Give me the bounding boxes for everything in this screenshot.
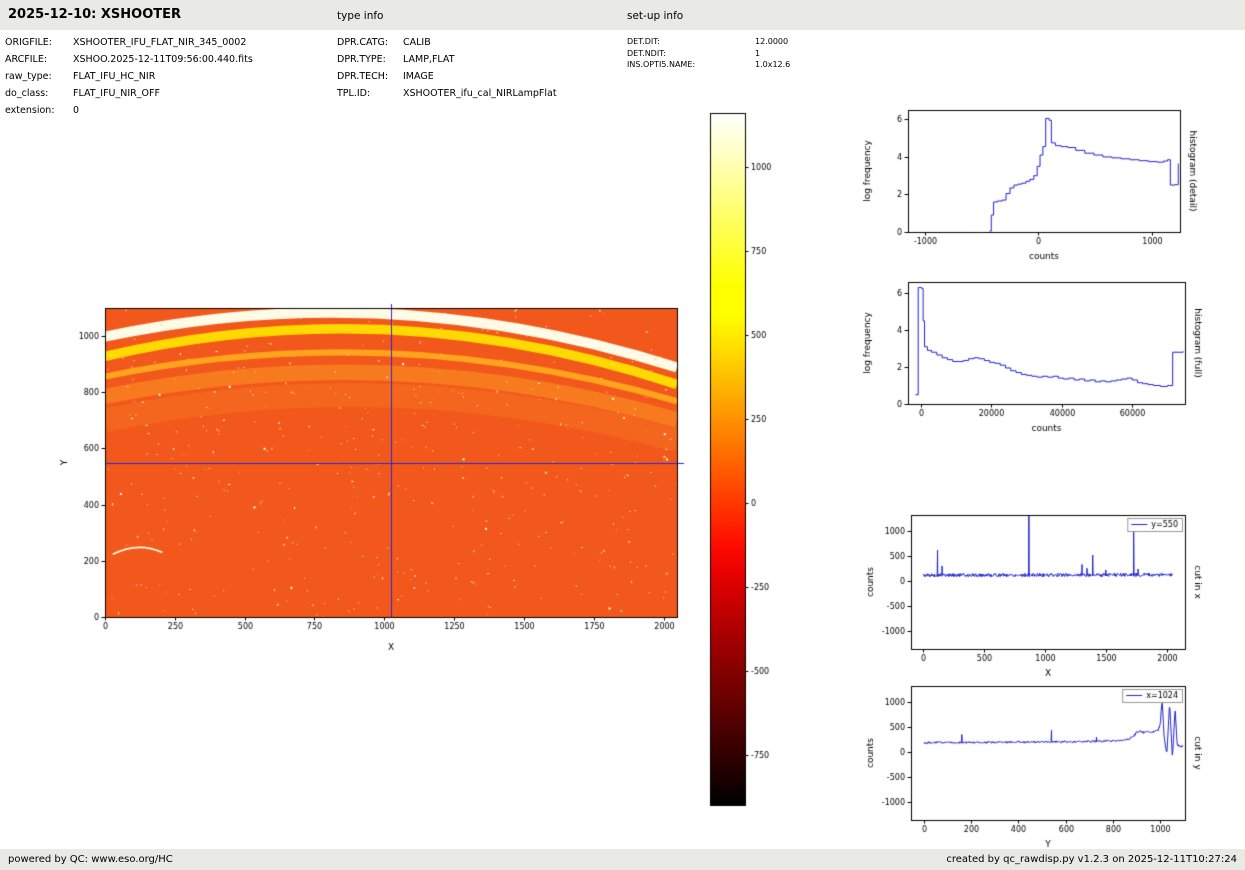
meta-value: XSHOOTER_ifu_cal_NIRLampFlat bbox=[403, 85, 557, 102]
meta-label: DPR.TECH: bbox=[337, 68, 403, 85]
colorbar bbox=[700, 95, 810, 825]
meta-row: do_class:FLAT_IFU_NIR_OFF bbox=[5, 85, 253, 102]
meta-label: raw_type: bbox=[5, 68, 73, 85]
meta-row: raw_type:FLAT_IFU_HC_NIR bbox=[5, 68, 253, 85]
meta-row: DET.DIT:12.0000 bbox=[627, 36, 790, 48]
meta-row: DPR.CATG:CALIB bbox=[337, 34, 557, 51]
meta-label: extension: bbox=[5, 102, 73, 119]
meta-label: ORIGFILE: bbox=[5, 34, 73, 51]
meta-value: IMAGE bbox=[403, 68, 434, 85]
meta-row: INS.OPTI5.NAME:1.0x12.6 bbox=[627, 59, 790, 71]
meta-value: FLAT_IFU_HC_NIR bbox=[73, 68, 155, 85]
cut-in-x-plot bbox=[845, 500, 1225, 678]
meta-row: DPR.TECH:IMAGE bbox=[337, 68, 557, 85]
meta-row: ORIGFILE:XSHOOTER_IFU_FLAT_NIR_345_0002 bbox=[5, 34, 253, 51]
meta-label: ARCFILE: bbox=[5, 51, 73, 68]
setup-info-heading: set-up info bbox=[627, 10, 683, 22]
meta-value: 12.0000 bbox=[755, 36, 788, 48]
meta-row: DET.NDIT:1 bbox=[627, 48, 790, 60]
meta-label: DET.NDIT: bbox=[627, 48, 755, 60]
meta-value: XSHOO.2025-12-11T09:56:00.440.fits bbox=[73, 51, 253, 68]
page-title: 2025-12-10: XSHOOTER bbox=[8, 7, 181, 22]
footer-left-text: powered by QC: www.eso.org/HC bbox=[8, 849, 173, 870]
meta-row: extension:0 bbox=[5, 102, 253, 119]
file-info-block: ORIGFILE:XSHOOTER_IFU_FLAT_NIR_345_0002 … bbox=[5, 34, 253, 119]
detector-image-plot bbox=[30, 292, 700, 662]
meta-value: FLAT_IFU_NIR_OFF bbox=[73, 85, 160, 102]
meta-value: LAMP,FLAT bbox=[403, 51, 455, 68]
meta-row: DPR.TYPE:LAMP,FLAT bbox=[337, 51, 557, 68]
meta-label: DPR.CATG: bbox=[337, 34, 403, 51]
meta-label: INS.OPTI5.NAME: bbox=[627, 59, 755, 71]
footer-bar: powered by QC: www.eso.org/HC created by… bbox=[0, 849, 1245, 870]
meta-label: DPR.TYPE: bbox=[337, 51, 403, 68]
meta-label: TPL.ID: bbox=[337, 85, 403, 102]
histogram-detail-plot bbox=[845, 95, 1225, 285]
qc-report-page: { "header": { "title": "2025-12-10: XSHO… bbox=[0, 0, 1245, 870]
meta-value: XSHOOTER_IFU_FLAT_NIR_345_0002 bbox=[73, 34, 246, 51]
cut-in-y-plot bbox=[845, 668, 1225, 848]
setup-info-block: DET.DIT:12.0000 DET.NDIT:1 INS.OPTI5.NAM… bbox=[627, 36, 790, 71]
histogram-full-plot bbox=[845, 267, 1225, 457]
type-info-heading: type info bbox=[337, 10, 384, 22]
footer-right-text: created by qc_rawdisp.py v1.2.3 on 2025-… bbox=[946, 849, 1237, 870]
meta-row: ARCFILE:XSHOO.2025-12-11T09:56:00.440.fi… bbox=[5, 51, 253, 68]
header-bar: 2025-12-10: XSHOOTER type info set-up in… bbox=[0, 0, 1245, 30]
meta-label: DET.DIT: bbox=[627, 36, 755, 48]
meta-label: do_class: bbox=[5, 85, 73, 102]
meta-value: 1 bbox=[755, 48, 760, 60]
meta-value: CALIB bbox=[403, 34, 431, 51]
meta-value: 0 bbox=[73, 102, 79, 119]
type-info-block: DPR.CATG:CALIB DPR.TYPE:LAMP,FLAT DPR.TE… bbox=[337, 34, 557, 102]
meta-row: TPL.ID:XSHOOTER_ifu_cal_NIRLampFlat bbox=[337, 85, 557, 102]
meta-value: 1.0x12.6 bbox=[755, 59, 790, 71]
